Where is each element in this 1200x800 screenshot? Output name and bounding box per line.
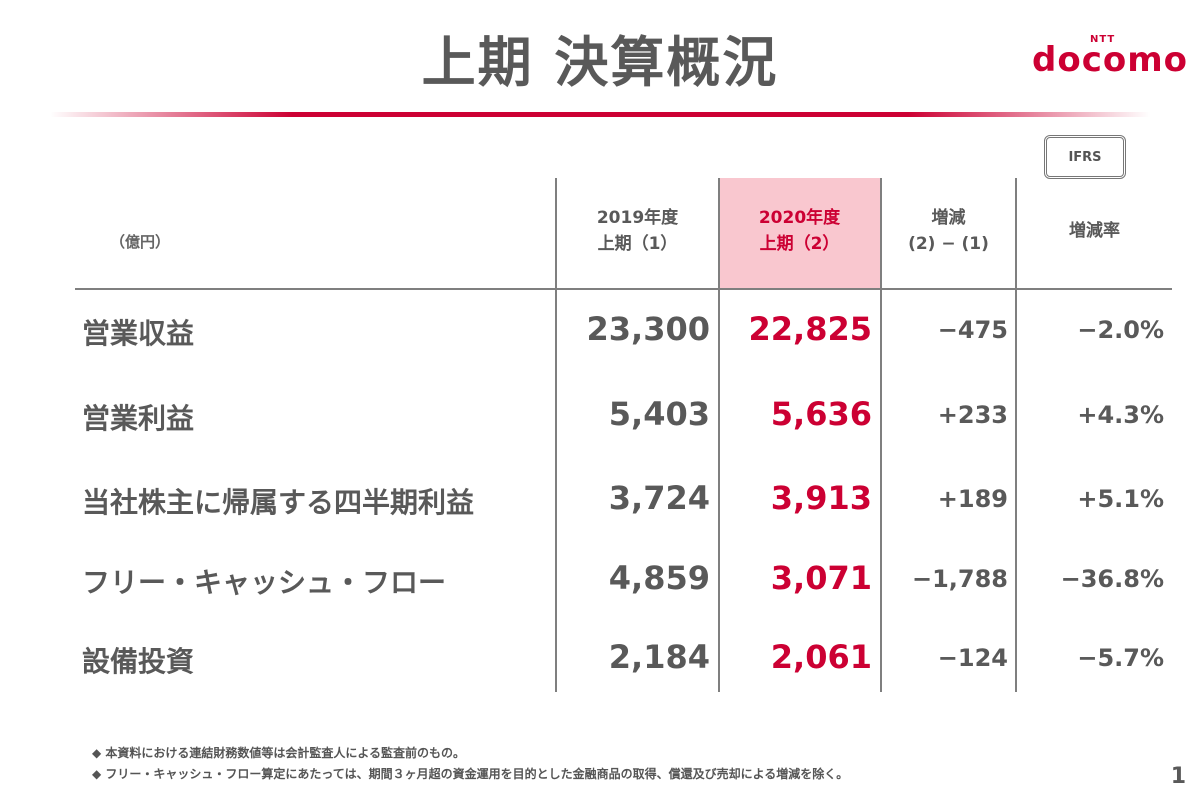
capex-rate: −5.7% (1077, 644, 1164, 672)
row-label-operating-profit: 営業利益 (82, 402, 195, 435)
column-divider (555, 178, 557, 692)
ifrs-badge: IFRS (1044, 135, 1126, 179)
row-label-free-cash-flow: フリー・キャッシュ・フロー (82, 566, 447, 599)
net-profit-fy2019: 3,724 (608, 479, 710, 517)
header-fy2019-line1: 2019年度 (596, 208, 679, 228)
footnote: ◆ 本資料における連結財務数値等は会計監査人による監査前のもの。 (92, 746, 466, 760)
header-fy2019: 2019年度 上期（1） (557, 205, 718, 257)
highlight-column-header-bg (719, 178, 880, 288)
row-label-capex: 設備投資 (82, 645, 195, 678)
column-divider (880, 178, 882, 692)
page-number: 1 (1170, 764, 1186, 789)
page-title: 上期 決算概況 (421, 31, 779, 94)
column-divider (1015, 178, 1017, 692)
unit-label: （億円） (110, 233, 171, 251)
revenue-rate: −2.0% (1077, 316, 1164, 344)
capex-fy2019: 2,184 (608, 638, 710, 676)
header-fy2020-line2: 上期（2） (759, 234, 840, 254)
docomo-logo: NTT docomo (1032, 34, 1192, 84)
net-profit-fy2020: 3,913 (770, 479, 872, 517)
operating-profit-fy2019: 5,403 (608, 395, 710, 433)
header-change-line2: (2) − (1) (908, 234, 989, 254)
header-rate-line1: 増減率 (1069, 221, 1120, 241)
header-change-line1: 増減 (931, 208, 966, 228)
logo-ntt-text: NTT (1090, 34, 1116, 45)
title-divider (50, 112, 1150, 117)
free-cash-flow-rate: −36.8% (1060, 565, 1164, 593)
header-divider (75, 288, 1172, 290)
revenue-change: −475 (937, 316, 1008, 344)
row-label-revenue: 営業収益 (82, 317, 195, 350)
footnote: ◆ フリー・キャッシュ・フロー算定にあたっては、期間３ヶ月超の資金運用を目的とし… (92, 767, 849, 781)
net-profit-change: +189 (937, 485, 1008, 513)
header-fy2019-line2: 上期（1） (597, 234, 678, 254)
header-change: 増減 (2) − (1) (882, 205, 1015, 257)
column-divider (718, 178, 720, 692)
free-cash-flow-fy2019: 4,859 (608, 559, 710, 597)
capex-change: −124 (937, 644, 1008, 672)
operating-profit-rate: +4.3% (1077, 401, 1164, 429)
header-fy2020-line1: 2020年度 (758, 208, 841, 228)
row-label-net-profit: 当社株主に帰属する四半期利益 (82, 486, 475, 519)
logo-brand-text: docomo (1032, 40, 1188, 80)
free-cash-flow-fy2020: 3,071 (770, 559, 872, 597)
operating-profit-fy2020: 5,636 (770, 395, 872, 433)
revenue-fy2020: 22,825 (748, 310, 872, 348)
capex-fy2020: 2,061 (770, 638, 872, 676)
header-rate: 増減率 (1017, 218, 1172, 244)
operating-profit-change: +233 (937, 401, 1008, 429)
header-fy2020: 2020年度 上期（2） (719, 205, 880, 257)
free-cash-flow-change: −1,788 (911, 565, 1008, 593)
net-profit-rate: +5.1% (1077, 485, 1164, 513)
revenue-fy2019: 23,300 (586, 310, 710, 348)
